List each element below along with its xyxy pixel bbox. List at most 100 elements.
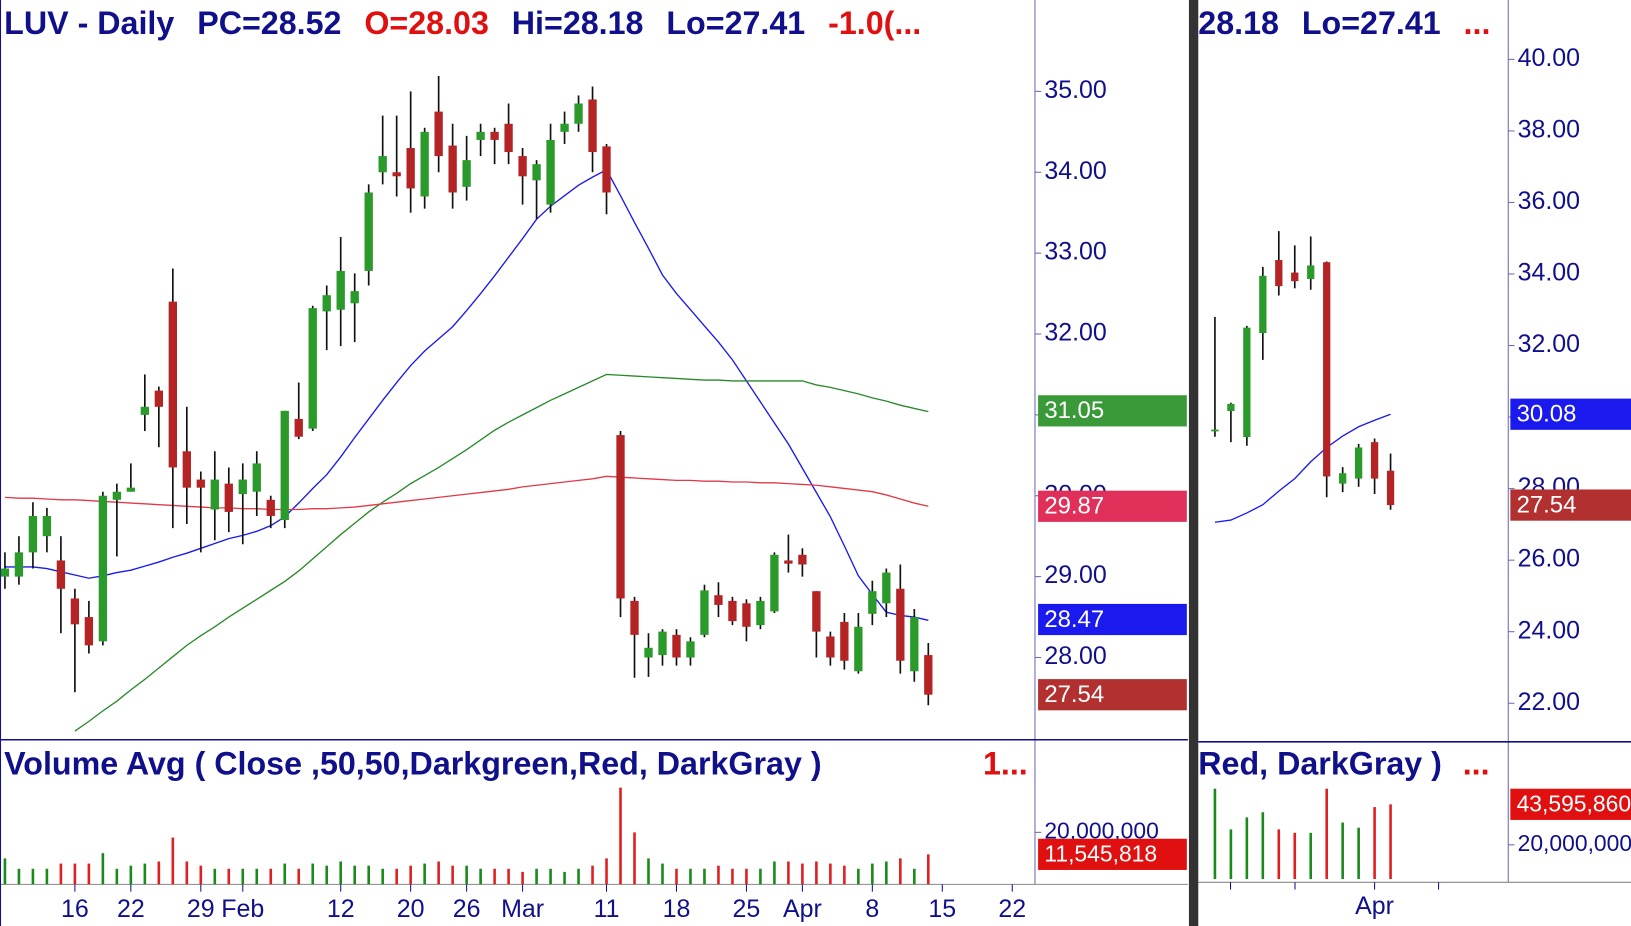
price-badge-label: 29.87 [1044, 493, 1104, 520]
x-tick-label: 8 [865, 895, 879, 923]
candle-body [56, 560, 66, 589]
candle-body [728, 600, 737, 622]
candle-body [658, 631, 667, 656]
plot-area [0, 76, 933, 732]
candle-body [630, 600, 639, 635]
header-item: Lo=27.41 [666, 4, 805, 40]
candle-body [378, 156, 387, 173]
candle-body [140, 406, 150, 415]
volume-bar [227, 868, 231, 885]
candle-body [476, 131, 485, 140]
volume-bar [1213, 788, 1217, 880]
candle-body [252, 463, 261, 492]
price-badge-label: 28.47 [1044, 606, 1104, 633]
x-tick-label: 22 [117, 895, 145, 923]
candle-body [14, 552, 24, 577]
volume-bar [423, 863, 426, 885]
volume-bar [913, 868, 916, 885]
price-badge [1038, 395, 1187, 427]
candle-body [294, 418, 303, 437]
candle-body [0, 568, 10, 577]
charts: 28.0029.0030.0031.0032.0033.0034.0035.00… [0, 4, 1631, 923]
candle-body [1227, 403, 1235, 411]
price-badge-label: 30.08 [1517, 401, 1577, 428]
volume-bar [1325, 788, 1328, 880]
volume-bar [1389, 804, 1392, 880]
volume-bar [927, 854, 930, 885]
header-item: O=28.03 [364, 4, 489, 40]
candle-body [1354, 447, 1363, 479]
candle-body [1323, 262, 1331, 477]
candle-body [182, 451, 191, 488]
volume-bar [647, 858, 650, 885]
header-item: ... [1464, 4, 1491, 40]
volume-bar [675, 868, 678, 885]
candle-body [154, 390, 163, 407]
price-badge [1038, 490, 1187, 522]
volume-bar [633, 832, 636, 885]
volume-bar [759, 868, 762, 885]
moving-average-line [4, 168, 929, 621]
x-tick-label: 18 [663, 895, 691, 923]
volume-bar [73, 863, 77, 885]
volume-bar [1373, 807, 1376, 880]
volume-bar [689, 868, 692, 885]
candle-body [798, 554, 807, 565]
volume-bar [451, 865, 454, 885]
price-badge-label: 27.54 [1517, 491, 1577, 518]
volume-bar [409, 865, 412, 885]
moving-average-line [74, 373, 929, 732]
volume-bar [815, 861, 818, 885]
x-tick-label: 16 [61, 895, 89, 923]
price-badge [1510, 398, 1631, 430]
candle-body [672, 634, 681, 658]
candle-body [224, 483, 233, 512]
candle-body [896, 588, 905, 661]
candle-body [322, 295, 331, 312]
candle-body [1307, 265, 1315, 280]
y-tick-label: 38.00 [1518, 116, 1580, 144]
candle-body [546, 139, 555, 205]
volume-bar [465, 865, 468, 885]
candle-body [742, 603, 751, 627]
chart-header: 28.18 Lo=27.41... [1198, 4, 1490, 40]
volume-bar [535, 868, 538, 885]
volume-bar [1277, 829, 1281, 880]
candle-body [84, 617, 94, 646]
y-tick-label: 26.00 [1518, 545, 1580, 573]
volume-bar [731, 868, 734, 885]
candle-body [238, 479, 247, 495]
volume-bar [1293, 832, 1297, 880]
price-badge-label: 27.54 [1044, 681, 1104, 708]
volume-bar [437, 861, 440, 885]
price-badge [1038, 679, 1187, 711]
candle-body [1386, 470, 1395, 506]
y-tick-label: 40.00 [1518, 44, 1580, 72]
volume-bar [17, 868, 21, 885]
candle-body [644, 647, 653, 658]
candle-body [168, 301, 177, 468]
chart-header: LUV - Daily PC=28.52 O=28.03 Hi=28.18 Lo=27.… [4, 4, 921, 40]
candle-body [1243, 327, 1251, 438]
candle-body [560, 123, 569, 132]
volume-bar [381, 868, 384, 885]
volume-bar [521, 871, 524, 885]
volume-bar [269, 868, 273, 885]
candle-body [70, 598, 80, 625]
x-tick-label: 11 [594, 895, 620, 923]
x-tick-label: 15 [928, 895, 956, 923]
volume-bar [801, 863, 804, 885]
volume-title: Volume Avg ( Close ,50,50,Darkgreen,Red,… [4, 745, 821, 781]
volume-bar [59, 863, 63, 885]
candle-body [210, 479, 219, 510]
candle-body [602, 146, 611, 193]
y-tick-label: 32.00 [1044, 319, 1106, 347]
volume-bar [829, 863, 832, 885]
candle-body [434, 111, 443, 157]
candle-body [574, 103, 583, 124]
candle-body [406, 147, 415, 189]
volume-bar [703, 868, 706, 885]
